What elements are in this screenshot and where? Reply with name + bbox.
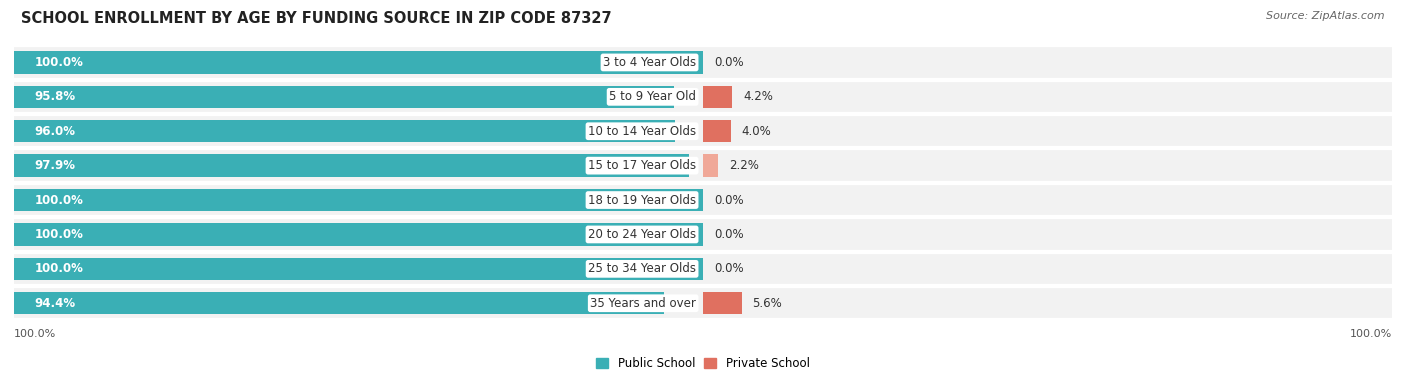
Bar: [14, 183, 1392, 217]
Bar: [14, 80, 1392, 114]
Text: 25 to 34 Year Olds: 25 to 34 Year Olds: [588, 262, 696, 275]
Bar: [14, 189, 703, 211]
Text: SCHOOL ENROLLMENT BY AGE BY FUNDING SOURCE IN ZIP CODE 87327: SCHOOL ENROLLMENT BY AGE BY FUNDING SOUR…: [21, 11, 612, 26]
Bar: [14, 257, 703, 280]
Text: 10 to 14 Year Olds: 10 to 14 Year Olds: [588, 125, 696, 138]
Text: 15 to 17 Year Olds: 15 to 17 Year Olds: [588, 159, 696, 172]
Legend: Public School, Private School: Public School, Private School: [592, 352, 814, 375]
Text: 97.9%: 97.9%: [35, 159, 76, 172]
Text: 0.0%: 0.0%: [714, 193, 744, 207]
Bar: [14, 114, 1392, 149]
Text: 4.2%: 4.2%: [742, 90, 773, 103]
Text: 0.0%: 0.0%: [714, 56, 744, 69]
Text: 2.2%: 2.2%: [730, 159, 759, 172]
Bar: [703, 292, 741, 314]
Bar: [703, 86, 733, 108]
Text: 18 to 19 Year Olds: 18 to 19 Year Olds: [588, 193, 696, 207]
Text: 100.0%: 100.0%: [35, 262, 83, 275]
Text: 3 to 4 Year Olds: 3 to 4 Year Olds: [603, 56, 696, 69]
Text: 0.0%: 0.0%: [714, 228, 744, 241]
Bar: [703, 120, 731, 143]
Text: 0.0%: 0.0%: [714, 262, 744, 275]
Bar: [14, 252, 1392, 286]
Text: 100.0%: 100.0%: [35, 56, 83, 69]
Bar: [14, 292, 665, 314]
Bar: [14, 286, 1392, 320]
Bar: [14, 51, 703, 74]
Text: 100.0%: 100.0%: [14, 329, 56, 339]
Bar: [703, 155, 718, 177]
Text: 35 Years and over: 35 Years and over: [591, 297, 696, 310]
Bar: [14, 120, 675, 143]
Bar: [14, 223, 703, 246]
Text: 4.0%: 4.0%: [741, 125, 772, 138]
Bar: [14, 86, 673, 108]
Bar: [14, 155, 689, 177]
Text: 100.0%: 100.0%: [35, 228, 83, 241]
Bar: [14, 45, 1392, 80]
Text: 94.4%: 94.4%: [35, 297, 76, 310]
Text: 5 to 9 Year Old: 5 to 9 Year Old: [609, 90, 696, 103]
Text: 100.0%: 100.0%: [1350, 329, 1392, 339]
Bar: [14, 217, 1392, 252]
Text: 100.0%: 100.0%: [35, 193, 83, 207]
Text: 95.8%: 95.8%: [35, 90, 76, 103]
Text: Source: ZipAtlas.com: Source: ZipAtlas.com: [1267, 11, 1385, 21]
Text: 96.0%: 96.0%: [35, 125, 76, 138]
Text: 20 to 24 Year Olds: 20 to 24 Year Olds: [588, 228, 696, 241]
Text: 5.6%: 5.6%: [752, 297, 782, 310]
Bar: [14, 149, 1392, 183]
